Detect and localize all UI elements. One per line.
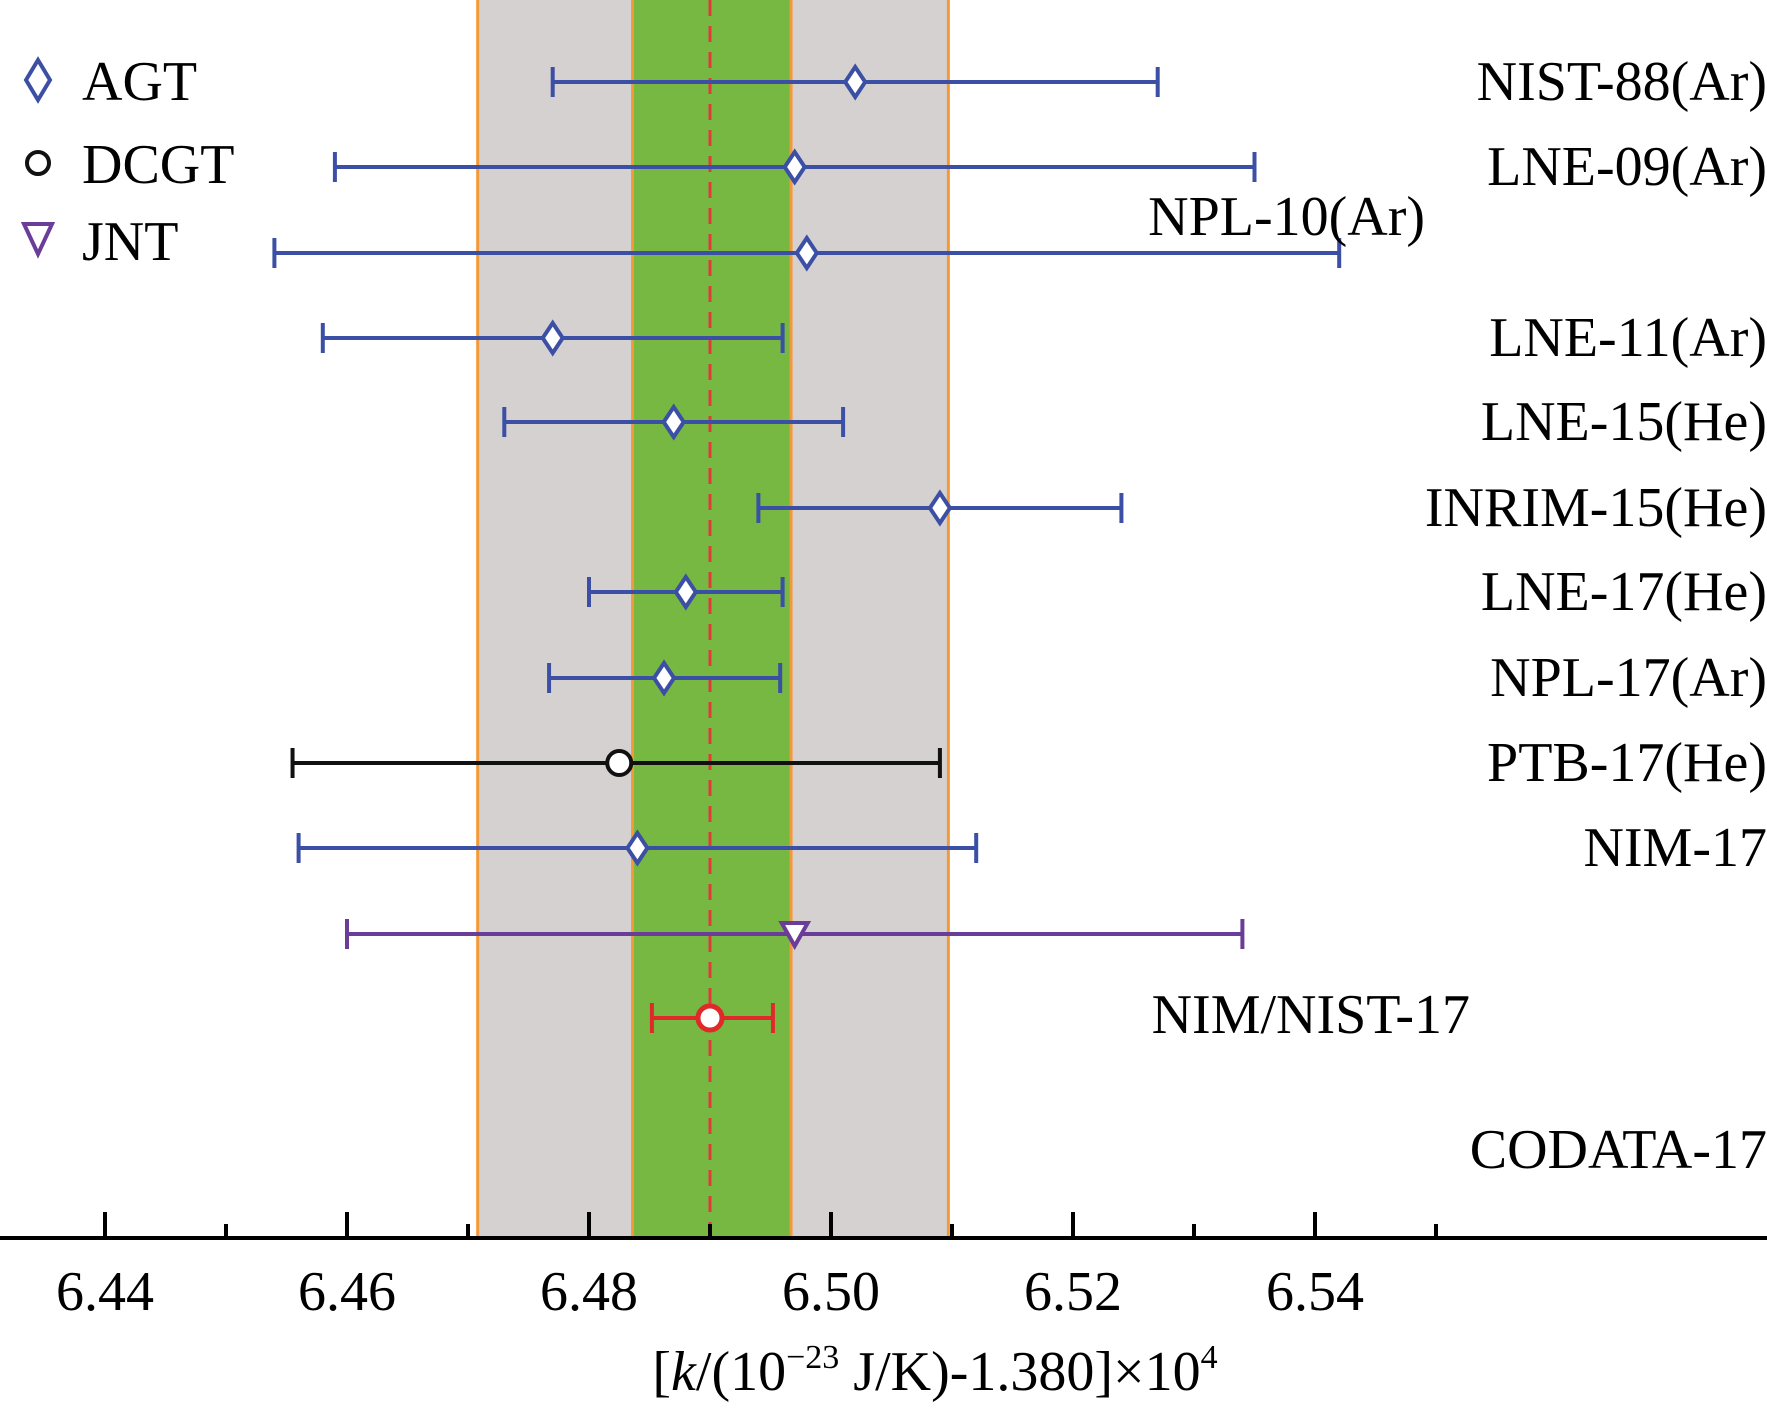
row-label-inrim-15-he: INRIM-15(He)	[1425, 477, 1767, 539]
data-point-marker	[695, 1003, 725, 1033]
data-point-marker	[673, 573, 699, 611]
x-axis-title-sup: −23	[786, 1339, 839, 1376]
data-point-marker	[778, 921, 812, 951]
legend-marker	[20, 222, 56, 259]
row-label-npl-17-ar: NPL-17(Ar)	[1490, 647, 1767, 709]
legend: AGT DCGT JNT	[20, 51, 234, 273]
data-point-marker	[782, 148, 808, 186]
row-nim-nist-17	[345, 919, 1245, 951]
data-points	[272, 63, 1342, 1033]
row-lne-11-ar	[320, 319, 785, 357]
data-point-marker	[842, 63, 868, 101]
data-point-marker	[540, 319, 566, 357]
row-nist-88-ar	[550, 63, 1160, 101]
row-npl-17-ar	[547, 659, 783, 697]
legend-label: JNT	[82, 211, 178, 273]
row-label-lne-11-ar: LNE-11(Ar)	[1489, 307, 1767, 369]
x-axis-title-open: [	[652, 1341, 671, 1403]
row-lne-09-ar	[332, 148, 1257, 186]
legend-marker	[23, 56, 53, 104]
x-axis-title: [k/(10−23 J/K)-1.380]×104	[652, 1339, 1217, 1403]
row-label-lne-15-he: LNE-15(He)	[1481, 391, 1767, 453]
row-label-nim-nist-17: NIM/NIST-17	[1152, 984, 1470, 1046]
legend-marker	[25, 150, 51, 176]
legend-item-agt: AGT	[23, 51, 197, 113]
uncertainty-bands	[476, 0, 950, 1238]
x-axis-title-mid: /(10	[696, 1341, 786, 1403]
x-tick-label: 6.50	[782, 1261, 880, 1323]
data-point-marker	[624, 829, 650, 867]
x-axis-title-sup2: 4	[1201, 1339, 1218, 1376]
x-tick-label: 6.48	[540, 1261, 638, 1323]
legend-item-jnt: JNT	[20, 211, 178, 273]
row-label-lne-17-he: LNE-17(He)	[1481, 561, 1767, 623]
row-codata-17	[649, 1003, 775, 1033]
legend-item-dcgt: DCGT	[25, 134, 234, 196]
row-label-nist-88-ar: NIST-88(Ar)	[1477, 51, 1767, 113]
row-inrim-15-he	[756, 489, 1124, 527]
row-lne-15-he	[502, 403, 846, 441]
band-1	[632, 0, 792, 1238]
row-ptb-17-he	[290, 748, 942, 778]
x-axis-title-unit: J/K)-1.380]×10	[839, 1341, 1200, 1403]
legend-label: DCGT	[82, 134, 234, 196]
x-axis-title-var: k	[671, 1341, 697, 1403]
data-point-marker	[605, 749, 634, 777]
row-label-codata-17: CODATA-17	[1470, 1119, 1767, 1181]
row-label-npl-10-ar: NPL-10(Ar)	[1148, 186, 1425, 248]
row-npl-10-ar	[272, 234, 1342, 272]
row-nim-17	[296, 829, 979, 867]
data-point-marker	[651, 659, 677, 697]
data-point-marker	[927, 489, 953, 527]
data-point-marker	[794, 234, 820, 272]
data-point-marker	[661, 403, 687, 441]
x-tick-label: 6.46	[298, 1261, 396, 1323]
row-lne-17-he	[587, 573, 785, 611]
x-tick-label: 6.52	[1024, 1261, 1122, 1323]
x-tick-label: 6.54	[1266, 1261, 1364, 1323]
row-label-nim-17: NIM-17	[1583, 817, 1767, 879]
legend-label: AGT	[82, 51, 197, 113]
row-label-ptb-17-he: PTB-17(He)	[1487, 732, 1767, 794]
row-label-lne-09-ar: LNE-09(Ar)	[1487, 136, 1767, 198]
x-tick-label: 6.44	[56, 1261, 154, 1323]
x-ticks: 6.44 6.46 6.48 6.50 6.52 6.54	[56, 1212, 1438, 1323]
row-labels: NIST-88(Ar) LNE-09(Ar) NPL-10(Ar) LNE-11(Ar…	[1148, 51, 1767, 1181]
